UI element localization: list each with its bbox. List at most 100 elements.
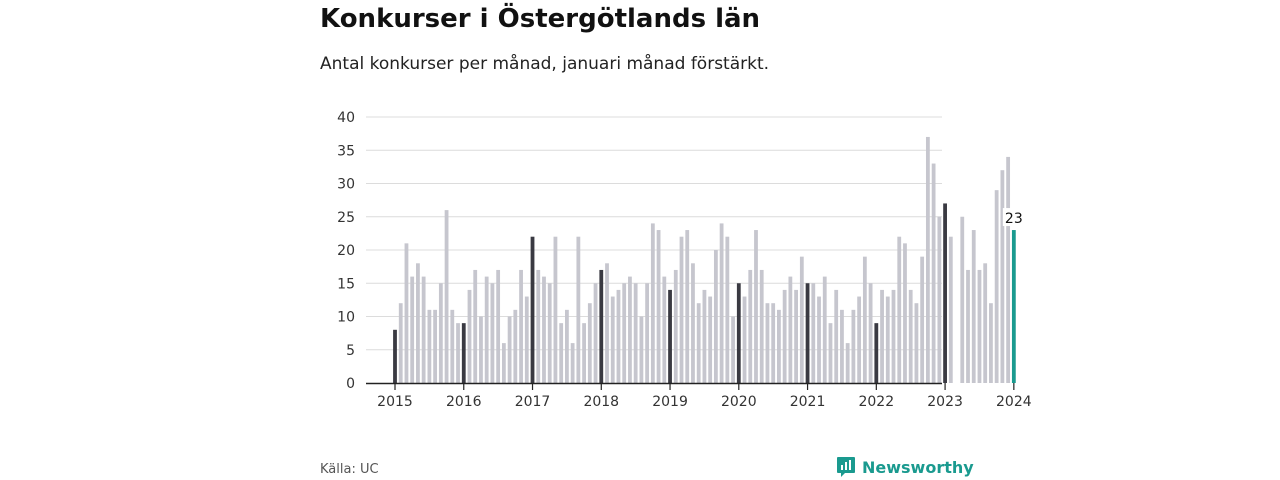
bar [840, 309, 844, 383]
bar [547, 283, 552, 383]
x-tick-label: 2018 [583, 394, 619, 410]
bar [817, 296, 821, 383]
brand-name: Newsworthy [862, 457, 974, 477]
x-tick-label: 2017 [515, 394, 551, 410]
bar [971, 230, 976, 383]
brand-logo: Newsworthy [836, 455, 974, 479]
bar [565, 309, 569, 383]
bar [410, 276, 415, 383]
bar [542, 276, 546, 383]
bar [828, 323, 833, 383]
bar [960, 216, 965, 383]
bar [925, 136, 930, 383]
bar [416, 263, 420, 383]
bar [421, 276, 426, 383]
annotations: 23 [1002, 208, 1025, 227]
bar [427, 309, 432, 383]
bar-january [393, 329, 397, 383]
bar [908, 289, 913, 383]
bar [484, 276, 489, 383]
y-axis-ticks: 0 5 10 15 20 25 30 35 40 [337, 110, 355, 392]
bar [822, 276, 827, 383]
bar [456, 323, 460, 383]
bar-january [805, 283, 810, 383]
bar [845, 343, 850, 383]
bar [708, 296, 713, 383]
bar [1006, 156, 1011, 383]
bar [398, 303, 403, 383]
bar [777, 309, 781, 383]
bar [868, 283, 873, 383]
bar [467, 289, 472, 383]
chart-title: Konkurser i Östergötlands län [320, 4, 761, 34]
bar [994, 190, 999, 383]
bar [977, 269, 982, 383]
bar [920, 256, 925, 383]
bar [885, 296, 890, 383]
bar-january [736, 283, 741, 383]
bar [524, 296, 529, 383]
bar [748, 269, 753, 383]
bar [438, 283, 443, 383]
bar [536, 269, 541, 383]
x-tick-label: 2016 [446, 394, 482, 410]
bars [393, 136, 1016, 383]
y-tick-label: 15 [337, 276, 355, 292]
bar [633, 283, 638, 383]
bar [628, 276, 632, 383]
bar [610, 296, 615, 383]
bar [473, 269, 478, 383]
data-label-latest: 23 [1005, 211, 1023, 227]
bar [662, 276, 667, 383]
bar [834, 289, 839, 383]
y-tick-label: 30 [337, 177, 355, 193]
bar [685, 230, 690, 383]
bar-january [461, 323, 466, 383]
bar [645, 283, 650, 383]
bar [570, 343, 575, 383]
bar [696, 303, 701, 383]
bar [559, 323, 564, 383]
bar [713, 250, 718, 383]
bar [862, 256, 867, 383]
y-tick-label: 5 [346, 343, 355, 359]
bar [799, 256, 804, 383]
y-tick-label: 20 [337, 243, 355, 259]
bar [731, 316, 735, 383]
bar [897, 236, 902, 383]
bar [1000, 170, 1005, 383]
bar [582, 323, 586, 383]
bar [811, 283, 816, 383]
bar [490, 283, 495, 383]
bar [650, 223, 655, 383]
bar [444, 210, 449, 383]
bar [519, 269, 523, 383]
bar-january [668, 289, 672, 383]
y-tick-label: 25 [337, 210, 355, 226]
source-note: Källa: UC [320, 462, 379, 477]
bar [691, 263, 695, 383]
bar [513, 309, 518, 383]
chart-subtitle: Antal konkurser per månad, januari månad… [320, 54, 770, 74]
bar [639, 316, 644, 383]
bar [587, 303, 592, 383]
bar [656, 230, 661, 383]
y-tick-label: 35 [337, 143, 355, 159]
bar [433, 309, 438, 383]
bar [937, 216, 942, 383]
newsworthy-logo-icon [837, 457, 855, 477]
bar [771, 303, 776, 383]
data-label-background [1002, 208, 1025, 227]
x-tick-label: 2019 [652, 394, 688, 410]
bar [851, 309, 856, 383]
bar-january [1011, 230, 1016, 383]
x-tick-label: 2020 [721, 394, 757, 410]
x-tick-label: 2015 [377, 394, 413, 410]
bar [931, 163, 936, 383]
bar [725, 236, 730, 383]
bar-january [943, 203, 947, 383]
bar [742, 296, 747, 383]
bar-chart: 0 5 10 15 20 25 30 35 40 2015 2016 2017 2018 2019 202… [337, 110, 1032, 410]
bar [788, 276, 793, 383]
bar [507, 316, 512, 383]
